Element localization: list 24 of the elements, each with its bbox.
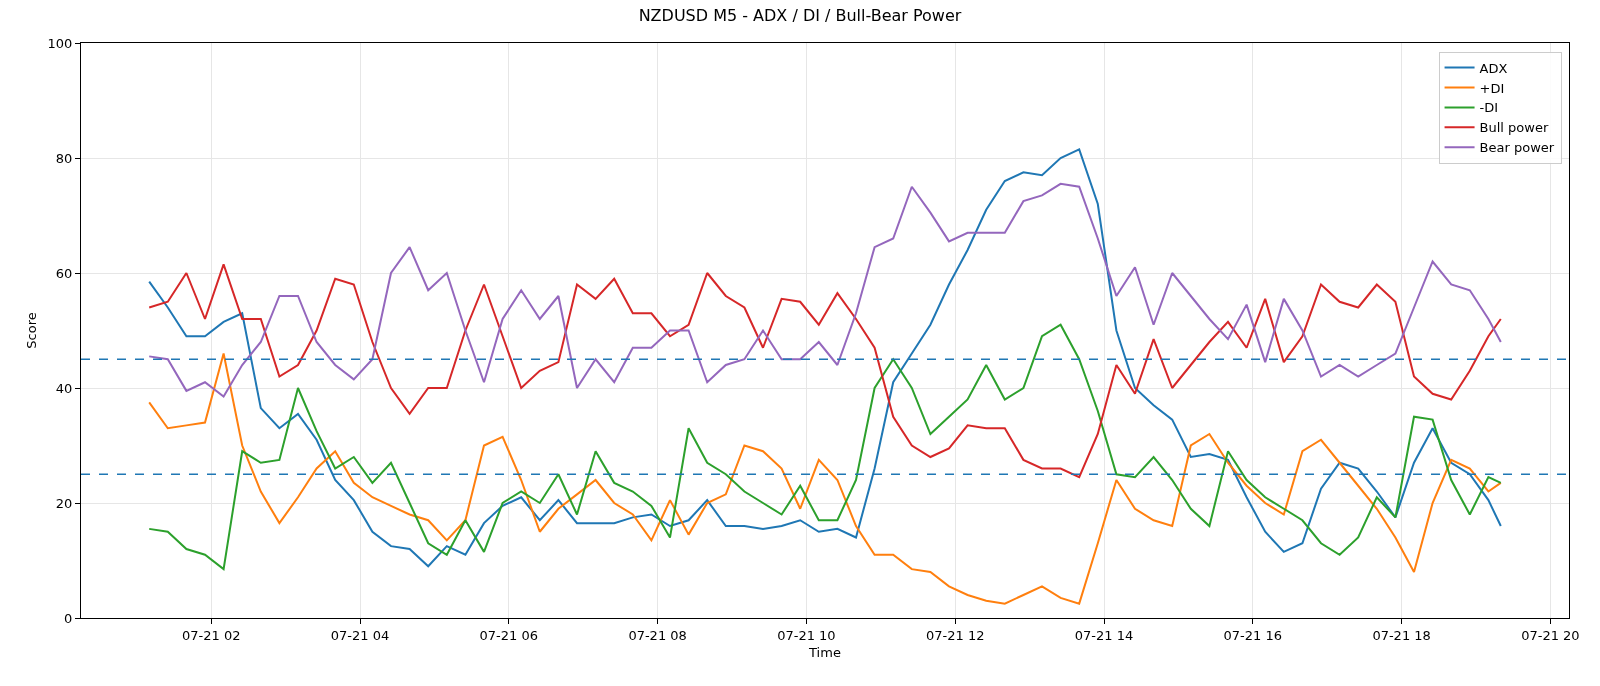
y-tick-label: 20 [55,495,73,511]
y-axis-title: Score [23,312,39,349]
legend-label: +DI [1479,80,1505,96]
y-tick-label: 0 [64,610,73,626]
x-tick-label: 07-21 16 [1223,627,1283,643]
y-tick-label: 60 [55,265,73,281]
x-tick-label: 07-21 18 [1372,627,1431,643]
x-tick-label: 07-21 20 [1521,627,1580,643]
x-tick-label: 07-21 08 [628,627,687,643]
x-tick-label: 07-21 04 [330,627,390,643]
x-tick-label: 07-21 06 [479,627,539,643]
chart-title: NZDUSD M5 - ADX / DI / Bull-Bear Power [638,6,962,26]
legend-label: Bear power [1479,140,1555,156]
legend-label: -DI [1479,100,1499,116]
y-tick-label: 80 [55,150,73,166]
y-tick-label: 100 [47,35,73,51]
x-tick-label: 07-21 14 [1074,627,1134,643]
x-tick-label: 07-21 10 [777,627,836,643]
x-tick-label: 07-21 12 [925,627,985,643]
x-axis-title: Time [808,645,841,661]
legend-label: ADX [1479,60,1508,76]
x-tick-label: 07-21 02 [181,627,241,643]
legend-label: Bull power [1479,120,1549,136]
y-tick-label: 40 [55,380,73,396]
